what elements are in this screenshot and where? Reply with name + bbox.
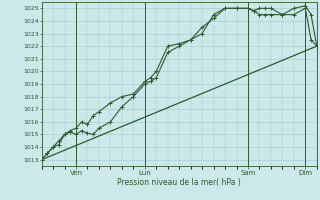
X-axis label: Pression niveau de la mer( hPa ): Pression niveau de la mer( hPa ) [117, 178, 241, 187]
